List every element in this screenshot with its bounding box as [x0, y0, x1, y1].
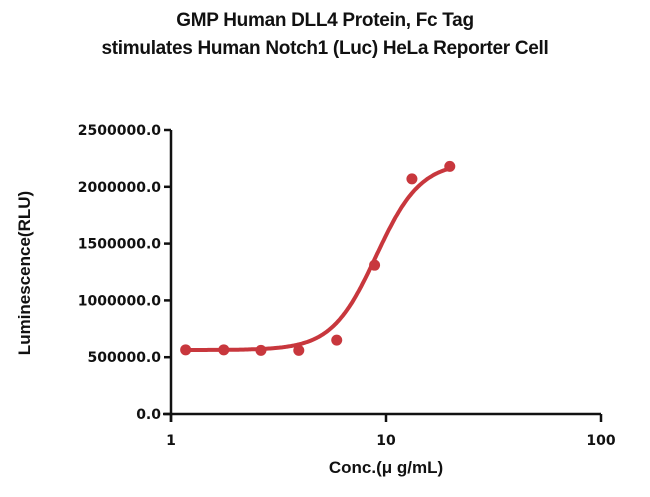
y-tick-label: 1500000.0 [78, 237, 162, 253]
data-point [444, 160, 456, 172]
data-point [180, 344, 192, 356]
y-tick-label: 2500000.0 [78, 123, 162, 139]
x-axis: 1 10 100 [163, 412, 616, 449]
y-tick-label: 2000000.0 [78, 180, 162, 196]
data-point [406, 173, 418, 185]
data-point [218, 344, 230, 356]
fit-curve [183, 166, 452, 352]
chart-title-line2: stimulates Human Notch1 (Luc) HeLa Repor… [101, 38, 549, 59]
data-point [331, 334, 343, 346]
y-tick-label: 0.0 [136, 407, 161, 423]
y-tick-label: 500000.0 [87, 350, 161, 366]
data-point [369, 259, 381, 271]
x-tick-label: 1 [166, 433, 176, 449]
y-tick-label: 1000000.0 [78, 293, 162, 309]
chart-title-line1: GMP Human DLL4 Protein, Fc Tag [176, 10, 474, 31]
x-axis-label: Conc.(μ g/mL) [329, 458, 443, 477]
x-tick-label: 100 [586, 433, 615, 449]
y-axis-label: Luminescence(RLU) [15, 191, 34, 355]
data-points [180, 160, 456, 356]
data-point [293, 344, 305, 356]
y-axis: 0.0 500000.0 1000000.0 1500000.0 2000000.0 25… [78, 123, 173, 423]
data-point [255, 344, 267, 356]
x-tick-label: 10 [376, 433, 396, 449]
